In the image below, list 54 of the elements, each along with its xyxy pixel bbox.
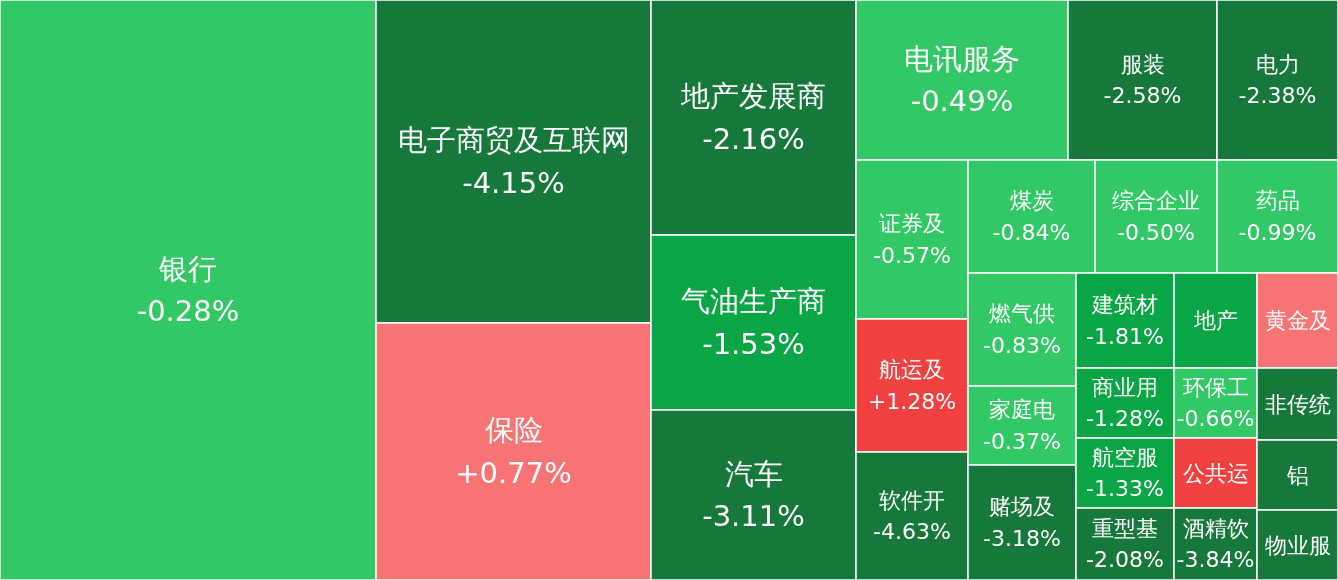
data-label: +1.28% xyxy=(867,388,957,414)
category-label: 服装 xyxy=(1120,51,1165,77)
category-label: 非传统 xyxy=(1264,391,1331,417)
category-label: 地产 xyxy=(1192,308,1238,333)
category-label: 商业用 xyxy=(1092,374,1158,400)
data-label: -1.81% xyxy=(1086,323,1164,349)
category-label: 电子商贸及互联网 xyxy=(397,123,630,158)
data-label: -1.28% xyxy=(1086,406,1164,432)
data-label: -2.08% xyxy=(1086,547,1164,573)
category-label: 建筑材 xyxy=(1091,292,1158,318)
category-label: 环保工 xyxy=(1182,374,1249,400)
data-label: -0.50% xyxy=(1117,219,1195,245)
data-label: -3.11% xyxy=(702,499,805,534)
data-label: -0.83% xyxy=(983,332,1061,358)
category-label: 证券及 xyxy=(879,211,945,237)
data-label: -0.66% xyxy=(1176,406,1255,432)
data-label: -1.33% xyxy=(1086,476,1164,502)
category-label: 煤炭 xyxy=(1009,188,1054,214)
data-label: -4.63% xyxy=(873,519,951,545)
category-label: 地产发展商 xyxy=(680,79,826,114)
data-label: -0.84% xyxy=(992,219,1071,245)
data-label: -3.84% xyxy=(1176,547,1255,573)
data-label: -0.37% xyxy=(983,428,1061,454)
category-label: 汽车 xyxy=(724,456,783,491)
category-label: 铝 xyxy=(1285,462,1309,488)
category-label: 家庭电 xyxy=(989,397,1055,423)
data-label: -3.18% xyxy=(983,525,1061,551)
category-label: 黄金及 xyxy=(1264,308,1331,333)
category-label: 气油生产商 xyxy=(681,284,826,319)
category-label: 电力 xyxy=(1255,51,1300,77)
category-label: 重型基 xyxy=(1092,515,1158,541)
category-label: 银行 xyxy=(158,251,217,286)
data-label: -0.49% xyxy=(910,84,1014,119)
category-label: 软件开 xyxy=(879,487,945,513)
data-label: -2.38% xyxy=(1238,83,1317,109)
data-label: +0.77% xyxy=(455,455,572,490)
category-label: 航空服 xyxy=(1092,444,1158,470)
data-label: -0.99% xyxy=(1238,219,1317,245)
category-label: 综合企业 xyxy=(1112,188,1200,214)
category-label: 物业服 xyxy=(1264,532,1331,558)
category-label: 电讯服务 xyxy=(904,41,1020,76)
data-label: -2.58% xyxy=(1103,83,1182,109)
category-label: 公共运 xyxy=(1182,460,1249,486)
category-label: 保险 xyxy=(484,413,543,448)
data-label: -4.15% xyxy=(462,165,565,200)
data-label: -0.28% xyxy=(136,294,240,329)
category-label: 赌场及 xyxy=(989,494,1055,520)
category-label: 航运及 xyxy=(879,357,945,383)
data-label: -1.53% xyxy=(702,326,805,361)
category-label: 酒精饮 xyxy=(1182,515,1249,541)
category-label: 燃气供 xyxy=(989,301,1055,327)
data-label: -2.16% xyxy=(702,121,805,156)
category-label: 药品 xyxy=(1255,188,1300,214)
data-label: -0.57% xyxy=(873,242,951,268)
